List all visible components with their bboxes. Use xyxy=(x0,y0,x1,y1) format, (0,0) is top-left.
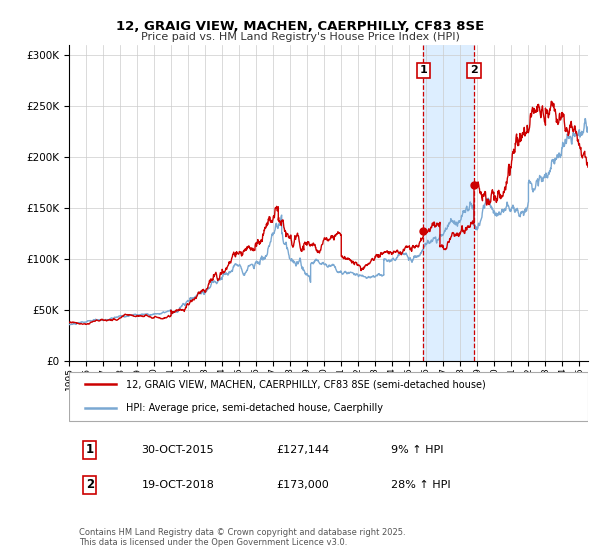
Bar xyxy=(424,45,474,361)
Text: 1: 1 xyxy=(419,66,427,75)
Text: £127,144: £127,144 xyxy=(277,445,330,455)
Text: 28% ↑ HPI: 28% ↑ HPI xyxy=(391,480,451,490)
Text: HPI: Average price, semi-detached house, Caerphilly: HPI: Average price, semi-detached house,… xyxy=(126,403,383,413)
Text: 12, GRAIG VIEW, MACHEN, CAERPHILLY, CF83 8SE (semi-detached house): 12, GRAIG VIEW, MACHEN, CAERPHILLY, CF83… xyxy=(126,380,486,390)
Text: 2: 2 xyxy=(470,66,478,75)
Text: 9% ↑ HPI: 9% ↑ HPI xyxy=(391,445,443,455)
Text: 12, GRAIG VIEW, MACHEN, CAERPHILLY, CF83 8SE: 12, GRAIG VIEW, MACHEN, CAERPHILLY, CF83… xyxy=(116,20,484,32)
Text: 2: 2 xyxy=(86,478,94,491)
FancyBboxPatch shape xyxy=(69,372,588,421)
Text: 1: 1 xyxy=(86,443,94,456)
Text: £173,000: £173,000 xyxy=(277,480,329,490)
Text: 30-OCT-2015: 30-OCT-2015 xyxy=(142,445,214,455)
Text: Price paid vs. HM Land Registry's House Price Index (HPI): Price paid vs. HM Land Registry's House … xyxy=(140,32,460,43)
Text: Contains HM Land Registry data © Crown copyright and database right 2025.
This d: Contains HM Land Registry data © Crown c… xyxy=(79,528,406,547)
Text: 19-OCT-2018: 19-OCT-2018 xyxy=(142,480,215,490)
